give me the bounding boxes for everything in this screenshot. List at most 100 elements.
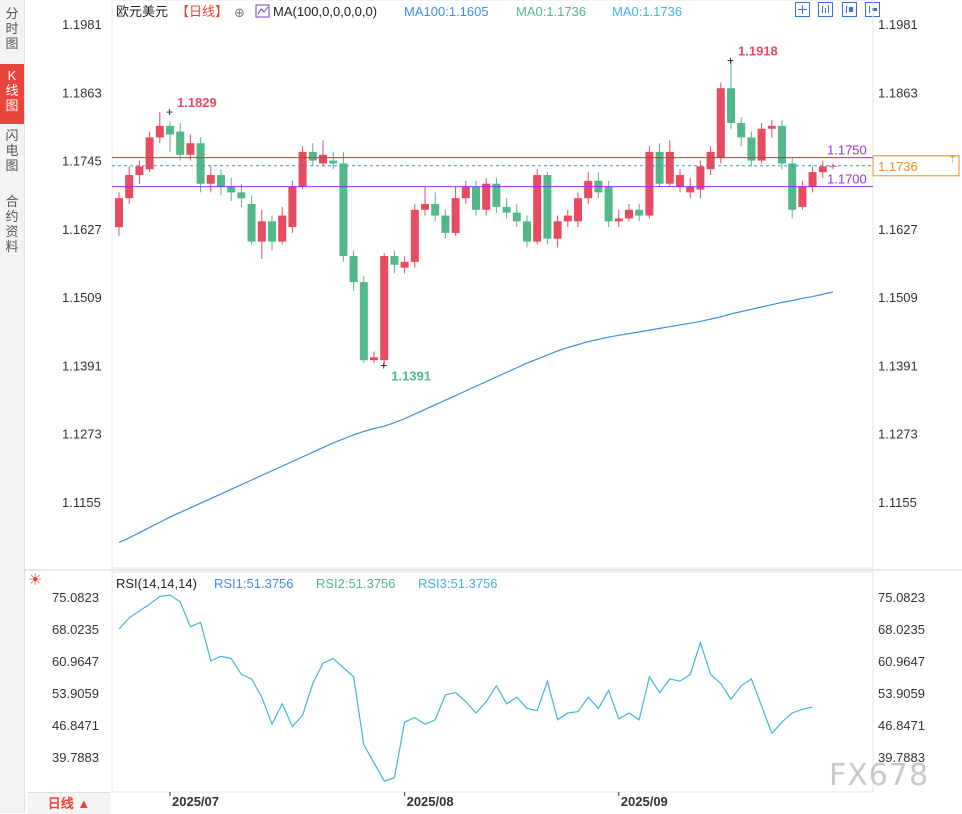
tab-lightning[interactable]: 闪电图 (0, 128, 24, 180)
y-tick-label-right: 1.1273 (878, 427, 918, 442)
rsi-y-tick-right: 60.9647 (878, 654, 925, 669)
watermark: FX678 (829, 758, 930, 793)
candle-body (747, 137, 756, 161)
candle-body (370, 357, 378, 361)
ma0-value-b: MA0:1.1736 (612, 4, 682, 19)
ma100-value: MA100:1.1605 (404, 4, 489, 19)
extreme-marker: + (727, 53, 734, 67)
symbol-name: 欧元美元 (116, 4, 168, 19)
crosshair-icon[interactable] (795, 2, 810, 17)
price-level-label: 1.1750 (827, 143, 867, 158)
candle-body (767, 125, 776, 129)
candle-body (563, 215, 572, 222)
rsi-y-tick-left: 39.7883 (52, 750, 99, 765)
period-button[interactable]: 日线 ▲ (28, 792, 110, 814)
candle-body (319, 154, 327, 164)
candle-body (390, 256, 399, 265)
candle-body (737, 122, 746, 138)
tab-timeshare[interactable]: 分时图 (0, 6, 24, 58)
play-icon[interactable] (841, 2, 857, 17)
rsi-y-tick-right: 46.8471 (878, 718, 925, 733)
candle-body (247, 203, 256, 242)
rsi-y-tick-left: 75.0823 (52, 590, 99, 605)
y-tick-label-left: 1.1509 (62, 290, 102, 305)
rsi-y-tick-right: 68.0235 (878, 622, 925, 637)
rsi-y-tick-left: 53.9059 (52, 686, 99, 701)
candle-body (665, 151, 674, 184)
candle-body (288, 186, 297, 228)
settings-icon[interactable]: ⊕ (234, 5, 245, 20)
candle-body (543, 175, 552, 239)
candle-body (798, 186, 807, 207)
candle-body (257, 221, 266, 242)
y-tick-label-right: 1.1391 (878, 358, 918, 373)
candle-body (492, 183, 501, 207)
high-price-label: 1.1829 (177, 95, 217, 110)
y-tick-label-left: 1.1981 (62, 17, 102, 32)
candle-body (237, 192, 246, 199)
x-tick-label: 2025/09 (621, 794, 668, 809)
y-tick-label-left: 1.1391 (62, 358, 102, 373)
zoom-in-icon[interactable] (818, 2, 834, 17)
candle-body (410, 209, 419, 262)
candle-body (441, 215, 450, 233)
candle-body (625, 209, 633, 219)
rsi3-value: RSI3:51.3756 (418, 576, 498, 591)
x-tick-label: 2025/07 (172, 794, 219, 809)
y-tick-label-right: 1.1627 (878, 222, 918, 237)
candle-body (421, 203, 429, 210)
rsi-y-tick-left: 68.0235 (52, 622, 99, 637)
rsi-params: RSI(14,14,14) (116, 576, 197, 591)
y-tick-label-left: 1.1273 (62, 427, 102, 442)
ma-params: MA(100,0,0,0,0,0) (273, 4, 377, 19)
candle-body (553, 221, 562, 239)
candle-body (512, 212, 521, 222)
tab-contract-info-label: 合约资料 (5, 194, 19, 254)
candle-body (502, 206, 511, 213)
candle-body (196, 143, 205, 184)
candle-body (533, 175, 542, 242)
rsi-settings-icon[interactable]: ☀ (28, 572, 42, 589)
candle-body (145, 137, 154, 170)
last-price-arrow-icon: ⇡ (948, 154, 957, 166)
candle-body (604, 186, 613, 222)
candle-body (451, 198, 460, 233)
tab-timeshare-label: 分时图 (5, 6, 19, 51)
candle-body (431, 203, 440, 216)
tab-contract-info[interactable]: 合约资料 (0, 194, 24, 262)
candle-body (523, 221, 531, 242)
candle-body (706, 151, 715, 170)
y-tick-label-right: 1.1981 (878, 17, 918, 32)
low-price-label: 1.1391 (391, 368, 431, 383)
tab-lightning-label: 闪电图 (5, 128, 19, 173)
candle-body (757, 128, 766, 161)
candle-body (727, 88, 735, 123)
candle-body (339, 163, 348, 257)
rsi-y-tick-right: 39.7883 (878, 750, 925, 765)
chart-toolbar (795, 2, 884, 18)
candle-body (818, 166, 827, 173)
y-tick-label-left: 1.1155 (62, 495, 101, 510)
candle-body (645, 151, 654, 216)
indicator-icon-line (257, 6, 269, 15)
price-level-label: 1.1700 (827, 172, 867, 187)
indicator-icon[interactable] (255, 4, 270, 18)
last-price-label: 1.1736 (878, 159, 918, 174)
extreme-marker: + (166, 105, 173, 119)
candle-body (115, 198, 123, 228)
candle-body (359, 282, 368, 361)
candle-body (716, 88, 725, 158)
candle-body (135, 166, 144, 176)
candle-body (655, 151, 664, 184)
candle-body (808, 172, 817, 187)
candle-body (400, 261, 409, 268)
candle-body (217, 175, 225, 187)
candle-body (778, 125, 786, 164)
candle-body (206, 175, 215, 184)
candle-body (676, 175, 684, 187)
y-tick-label-right: 1.1509 (878, 290, 918, 305)
last-price-box (872, 155, 960, 177)
